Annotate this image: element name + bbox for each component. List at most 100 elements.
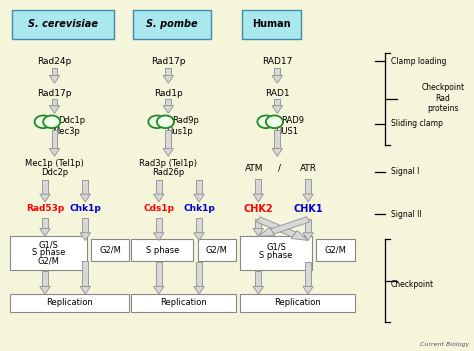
Bar (165, 68, 171, 75)
Text: G2/M: G2/M (37, 256, 60, 265)
Bar (274, 99, 280, 106)
Bar (42, 271, 48, 286)
Text: S phase: S phase (146, 246, 179, 255)
Text: Current Biology: Current Biology (420, 343, 469, 347)
Polygon shape (272, 75, 283, 83)
Polygon shape (154, 194, 164, 202)
Circle shape (43, 115, 60, 128)
Polygon shape (80, 194, 91, 202)
Polygon shape (253, 286, 264, 294)
Bar (42, 180, 48, 194)
Polygon shape (154, 233, 164, 240)
Bar (156, 218, 162, 233)
FancyBboxPatch shape (133, 10, 211, 39)
Text: Clamp loading: Clamp loading (391, 57, 447, 66)
FancyBboxPatch shape (240, 236, 312, 270)
FancyBboxPatch shape (10, 294, 129, 312)
Polygon shape (272, 106, 283, 113)
Bar (82, 180, 88, 194)
Polygon shape (303, 194, 313, 202)
Polygon shape (253, 194, 264, 202)
Polygon shape (303, 233, 313, 240)
Text: HUS1: HUS1 (275, 127, 298, 136)
FancyBboxPatch shape (131, 239, 193, 261)
Polygon shape (256, 217, 296, 237)
Text: Rad26p: Rad26p (152, 168, 184, 177)
Text: RAD9: RAD9 (281, 116, 304, 125)
Text: Replication: Replication (274, 298, 321, 307)
Text: Signal I: Signal I (391, 167, 419, 177)
Text: RAD17: RAD17 (262, 57, 292, 66)
FancyBboxPatch shape (10, 236, 87, 270)
Text: S phase: S phase (259, 251, 293, 260)
Text: Cds1p: Cds1p (143, 204, 174, 213)
FancyBboxPatch shape (198, 239, 236, 261)
Text: Rad53p: Rad53p (26, 204, 64, 213)
Bar (165, 130, 171, 148)
FancyBboxPatch shape (240, 294, 355, 312)
Bar (255, 271, 261, 286)
Text: G1/S: G1/S (266, 243, 286, 252)
Polygon shape (258, 227, 275, 236)
Bar (255, 219, 261, 229)
Bar (52, 68, 57, 75)
Text: CHK2: CHK2 (244, 204, 273, 214)
Bar (156, 180, 162, 194)
Polygon shape (163, 106, 173, 113)
Polygon shape (303, 286, 313, 294)
Bar (82, 261, 88, 286)
Circle shape (157, 115, 174, 128)
Text: Replication: Replication (160, 298, 207, 307)
Polygon shape (272, 148, 283, 156)
Polygon shape (253, 229, 264, 236)
Text: Mec1p (Tel1p): Mec1p (Tel1p) (25, 159, 84, 168)
Text: S phase: S phase (32, 248, 65, 257)
Polygon shape (40, 194, 50, 202)
Text: Human: Human (252, 19, 291, 29)
Polygon shape (163, 75, 173, 83)
Text: Replication: Replication (46, 298, 93, 307)
Text: Rad9p: Rad9p (172, 116, 199, 125)
Text: G1/S: G1/S (39, 240, 58, 249)
Polygon shape (154, 286, 164, 294)
Polygon shape (194, 286, 204, 294)
Bar (255, 179, 261, 194)
FancyBboxPatch shape (91, 239, 129, 261)
Bar (196, 218, 202, 233)
Polygon shape (49, 148, 60, 156)
Polygon shape (194, 194, 204, 202)
Text: G2/M: G2/M (324, 246, 346, 255)
Text: RAD1: RAD1 (265, 88, 290, 98)
Text: G2/M: G2/M (206, 246, 228, 255)
Bar (52, 130, 57, 148)
FancyBboxPatch shape (12, 10, 114, 39)
Bar (305, 219, 311, 233)
Text: S. pombe: S. pombe (146, 19, 198, 29)
Polygon shape (80, 233, 91, 240)
Bar (156, 262, 162, 286)
Text: Rad17p: Rad17p (151, 57, 185, 66)
Bar (42, 218, 48, 229)
Text: Ddc2p: Ddc2p (41, 168, 68, 177)
Polygon shape (194, 233, 204, 240)
Text: Sliding clamp: Sliding clamp (391, 119, 443, 128)
FancyBboxPatch shape (242, 10, 301, 39)
Polygon shape (291, 231, 308, 240)
Bar (274, 68, 280, 75)
Text: Rad1p: Rad1p (154, 88, 182, 98)
Bar (305, 179, 311, 194)
Text: Checkpoint
Rad
proteins: Checkpoint Rad proteins (421, 84, 465, 113)
Polygon shape (49, 106, 60, 113)
Text: Hus1p: Hus1p (166, 127, 192, 136)
Bar (165, 99, 171, 106)
Polygon shape (271, 217, 310, 234)
Bar (196, 180, 202, 194)
Polygon shape (40, 229, 50, 236)
Text: Rad3p (Tel1p): Rad3p (Tel1p) (139, 159, 197, 168)
Polygon shape (40, 286, 50, 294)
Polygon shape (163, 148, 173, 156)
FancyBboxPatch shape (316, 239, 355, 261)
Polygon shape (80, 286, 91, 294)
FancyBboxPatch shape (131, 294, 236, 312)
Circle shape (35, 115, 52, 128)
